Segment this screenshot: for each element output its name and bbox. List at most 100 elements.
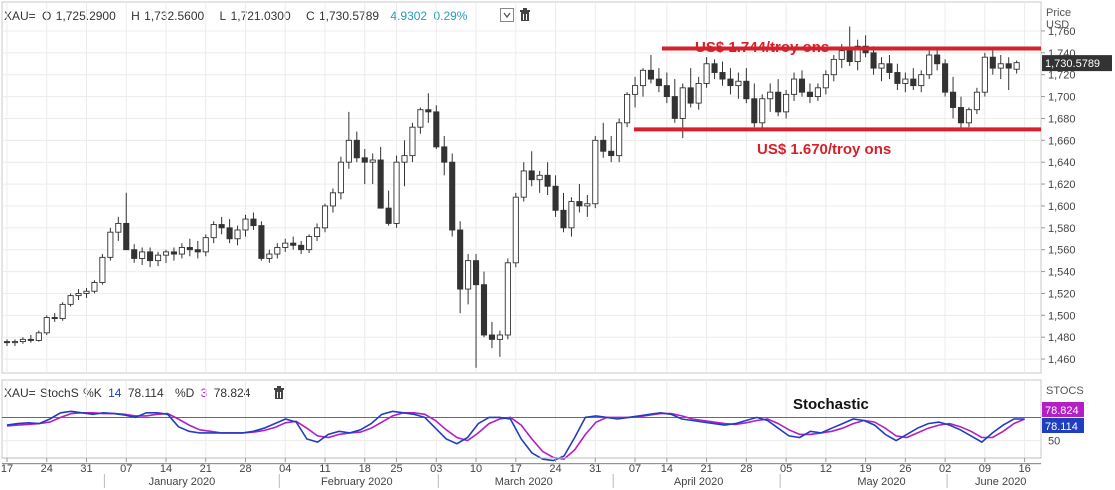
candle-down bbox=[147, 251, 154, 262]
candle-up bbox=[592, 139, 599, 205]
stoch-d-tag-box bbox=[1042, 402, 1084, 417]
candle-down bbox=[170, 251, 178, 255]
price-tick-label: 1,640 bbox=[1048, 157, 1076, 169]
price-tick-label: 1,480 bbox=[1048, 332, 1076, 344]
candle-up bbox=[520, 170, 527, 198]
candle-up bbox=[401, 155, 408, 163]
candle-down bbox=[727, 78, 734, 87]
candle-up bbox=[926, 54, 933, 76]
candle-up bbox=[369, 159, 376, 163]
candle-up bbox=[1013, 62, 1020, 70]
price-axis-unit: USD bbox=[1046, 19, 1069, 31]
day-tick-label: 17 bbox=[510, 463, 522, 475]
candle-up bbox=[783, 93, 790, 113]
day-tick-label: 02 bbox=[939, 463, 951, 475]
resistance-label: US$ 1.744/troy ons bbox=[695, 39, 829, 56]
stoch-d-label: %D bbox=[174, 386, 195, 400]
candle-up bbox=[616, 122, 623, 157]
stoch-axis-title: STOCS bbox=[1046, 385, 1084, 397]
price-tick-label: 1,500 bbox=[1048, 310, 1076, 322]
price-tick-label: 1,720 bbox=[1048, 70, 1076, 82]
candle-up bbox=[632, 85, 639, 95]
candle-down bbox=[457, 229, 464, 290]
stoch-d-value: 78.824 bbox=[213, 386, 251, 400]
day-tick-label: 11 bbox=[319, 463, 330, 475]
month-tick-label: February 2020 bbox=[321, 476, 393, 488]
candle-down bbox=[361, 157, 368, 163]
stoch-k-line bbox=[6, 410, 1025, 462]
time-axis: 17 24 31 07 14 21 28 04 11 18 25 03 10 17 24 31 07 14 21 28… bbox=[1, 457, 1041, 488]
candle-down bbox=[600, 139, 607, 152]
candle-down bbox=[798, 78, 806, 93]
day-tick-label: 24 bbox=[549, 463, 561, 475]
day-tick-label: 07 bbox=[120, 463, 132, 475]
candle-down bbox=[663, 85, 670, 98]
candle-up bbox=[11, 341, 19, 344]
candle-down bbox=[560, 209, 567, 229]
candle-down bbox=[751, 98, 758, 124]
trash-icon[interactable] bbox=[518, 8, 532, 22]
price-tick-label: 1,620 bbox=[1048, 179, 1076, 191]
stoch-k-tag-box bbox=[1042, 418, 1084, 433]
candle-down bbox=[377, 159, 384, 209]
candle-down bbox=[894, 72, 901, 84]
stoch-k-period: 14 bbox=[108, 386, 122, 400]
day-tick-label: 14 bbox=[160, 463, 172, 475]
candle-up bbox=[417, 109, 424, 128]
close-value: 1,730.5789 bbox=[319, 9, 380, 23]
candle-down bbox=[488, 334, 496, 340]
candle-up bbox=[679, 87, 686, 119]
price-tick-label: 1,460 bbox=[1048, 354, 1076, 366]
candle-down bbox=[989, 56, 996, 69]
level-lines bbox=[634, 46, 1041, 132]
candle-up bbox=[504, 262, 511, 336]
candle-down bbox=[870, 52, 877, 69]
day-tick-label: 16 bbox=[1018, 463, 1030, 475]
stoch-k-label: %K bbox=[83, 386, 102, 400]
candle-down bbox=[27, 338, 34, 341]
day-tick-label: 12 bbox=[820, 463, 832, 475]
candle-down bbox=[1005, 63, 1012, 69]
candle-up bbox=[154, 254, 162, 262]
candle-up bbox=[639, 69, 647, 87]
candle-up bbox=[178, 247, 185, 255]
price-tick-label: 1,680 bbox=[1048, 113, 1076, 125]
candle-up bbox=[512, 196, 519, 264]
candle-up bbox=[274, 247, 281, 255]
stoch-d-period: 3 bbox=[200, 386, 208, 400]
candle-up bbox=[767, 91, 774, 100]
candle-up bbox=[918, 74, 925, 87]
candle-up bbox=[902, 78, 909, 84]
candle-down bbox=[131, 249, 138, 259]
candle-up bbox=[162, 251, 170, 256]
candle-up bbox=[695, 82, 702, 104]
price-tick-label: 1,600 bbox=[1048, 201, 1076, 213]
month-tick-label: April 2020 bbox=[674, 476, 724, 488]
candle-up bbox=[242, 218, 249, 231]
candle-down bbox=[385, 207, 392, 224]
candle-down bbox=[910, 78, 917, 87]
dropdown-chevron-icon[interactable] bbox=[500, 8, 514, 22]
stoch-panel-frame bbox=[1, 379, 1042, 459]
day-tick-label: 25 bbox=[390, 463, 402, 475]
last-price-tag-box bbox=[1042, 55, 1112, 72]
day-tick-label: 31 bbox=[80, 463, 92, 475]
candle-up bbox=[107, 231, 114, 258]
stoch-trash-icon[interactable] bbox=[272, 386, 286, 400]
candle-down bbox=[934, 54, 941, 65]
candle-down bbox=[886, 63, 893, 73]
candle-up bbox=[568, 201, 575, 229]
candle-up bbox=[624, 93, 631, 124]
day-tick-label: 26 bbox=[899, 463, 911, 475]
day-tick-label: 31 bbox=[589, 463, 601, 475]
stochastic-lines bbox=[6, 410, 1025, 462]
candle-up bbox=[759, 98, 766, 124]
candle-down bbox=[647, 69, 654, 80]
day-tick-label: 03 bbox=[430, 463, 442, 475]
candle-up bbox=[91, 282, 98, 292]
candle-up bbox=[838, 50, 845, 60]
candle-down bbox=[290, 242, 297, 246]
price-header: XAU= O 1,725.2900 H 1,732.5600 L 1,721.0… bbox=[4, 9, 470, 23]
candle-down bbox=[258, 225, 265, 259]
